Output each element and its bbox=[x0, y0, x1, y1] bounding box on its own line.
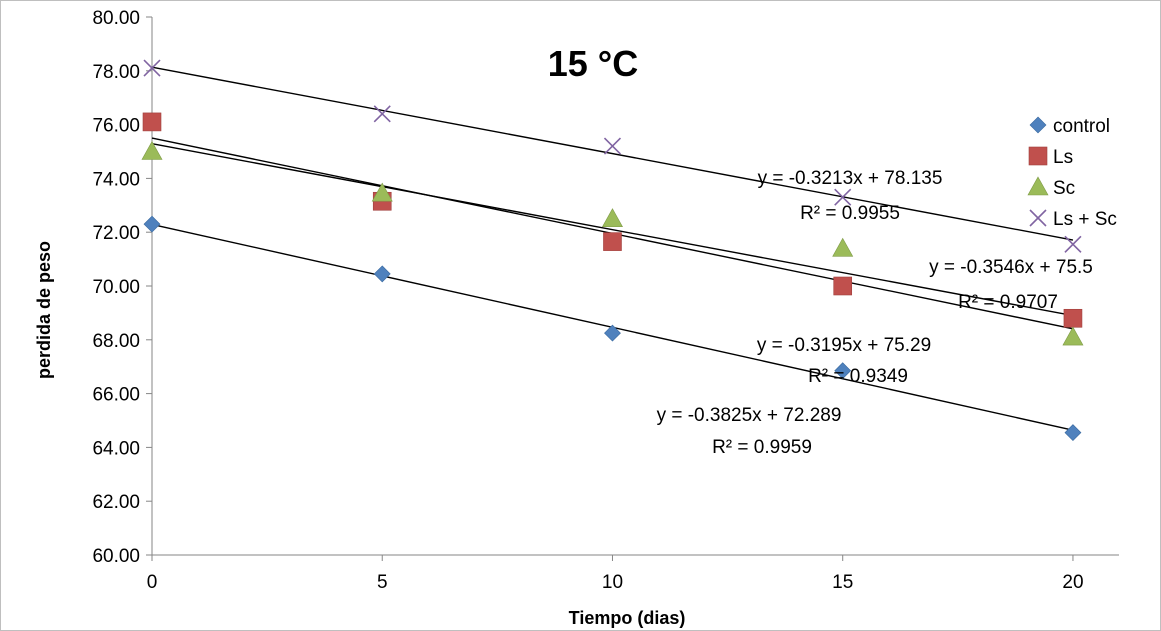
trend-r2-control: R² = 0.9959 bbox=[712, 437, 812, 458]
y-tick-label: 70.00 bbox=[92, 277, 140, 298]
data-point-ls bbox=[1063, 308, 1083, 328]
y-tick-label: 74.00 bbox=[92, 169, 140, 190]
legend-label-sc: Sc bbox=[1053, 178, 1075, 199]
data-point-ls-sc-stroke bbox=[373, 105, 391, 123]
trend-equation-sc: y = -0.3546x + 75.5 bbox=[929, 257, 1093, 278]
y-tick-label: 60.00 bbox=[92, 546, 140, 567]
data-point-ls-sc-stroke bbox=[603, 137, 622, 155]
legend-marker-control bbox=[1029, 116, 1047, 134]
data-point-ls-sc-stroke bbox=[143, 59, 161, 77]
y-tick-label: 76.00 bbox=[92, 116, 140, 137]
x-tick-label: 15 bbox=[832, 572, 853, 593]
trendline-ls-sc bbox=[151, 66, 1074, 241]
y-tick-label: 80.00 bbox=[92, 8, 140, 29]
y-tick-label: 72.00 bbox=[92, 223, 140, 244]
legend-label-ls: Ls bbox=[1053, 147, 1073, 168]
data-points-group bbox=[141, 59, 1084, 442]
data-point-ls bbox=[142, 112, 162, 132]
data-point-control bbox=[834, 362, 852, 380]
trend-equation-ls-sc: y = -0.3213x + 78.135 bbox=[758, 168, 943, 189]
data-point-sc bbox=[371, 182, 393, 202]
trend-r2-ls-sc: R² = 0.9955 bbox=[800, 203, 900, 224]
data-point-control bbox=[143, 215, 161, 233]
trend-equation-ls: y = -0.3195x + 75.29 bbox=[757, 335, 931, 356]
x-tick-label: 20 bbox=[1062, 572, 1083, 593]
legend-label-ls-sc: Ls + Sc bbox=[1053, 209, 1117, 230]
chart-title: 15 °C bbox=[548, 43, 638, 84]
data-point-sc bbox=[832, 237, 854, 257]
data-point-ls-sc bbox=[603, 137, 622, 155]
trend-r2-sc: R² = 0.9707 bbox=[958, 292, 1058, 313]
data-point-control bbox=[373, 265, 391, 283]
y-tick-label: 62.00 bbox=[92, 492, 140, 513]
x-tick-label: 10 bbox=[602, 572, 623, 593]
axes-group: 60.00 62.00 64.00 66.00 68.00 70.00 72.00 74.00… bbox=[92, 8, 1119, 593]
legend-marker-ls-sc bbox=[1029, 209, 1047, 227]
data-point-control bbox=[604, 324, 621, 342]
data-point-ls-sc bbox=[834, 188, 852, 206]
legend-label-control: control bbox=[1053, 116, 1110, 137]
legend-marker-ls-sc-stroke bbox=[1029, 209, 1047, 227]
legend: control Ls Sc Ls + Sc bbox=[1027, 116, 1117, 230]
x-tick-label: 5 bbox=[377, 572, 388, 593]
legend-marker-ls bbox=[1028, 146, 1048, 166]
x-tick-label: 0 bbox=[147, 572, 158, 593]
trend-equation-control: y = -0.3825x + 72.289 bbox=[657, 405, 842, 426]
data-point-sc bbox=[1062, 326, 1084, 346]
data-point-ls bbox=[833, 276, 853, 296]
data-point-ls bbox=[603, 232, 622, 251]
data-point-sc bbox=[141, 140, 163, 160]
data-point-ls-sc bbox=[1064, 235, 1082, 253]
equation-labels-group: y = -0.3825x + 72.289 R² = 0.9959 y = -0.3… bbox=[657, 168, 1093, 458]
trend-r2-ls: R² = 0.9349 bbox=[808, 366, 908, 387]
y-tick-label: 78.00 bbox=[92, 62, 140, 83]
data-point-ls-sc bbox=[373, 105, 391, 123]
data-point-ls-sc-stroke bbox=[834, 188, 852, 206]
data-point-control bbox=[1064, 424, 1082, 442]
trendline-ls bbox=[151, 143, 1074, 317]
y-tick-label: 66.00 bbox=[92, 385, 140, 406]
y-tick-label: 68.00 bbox=[92, 331, 140, 352]
data-point-sc bbox=[601, 208, 623, 228]
x-axis-title: Tiempo (dias) bbox=[569, 608, 686, 628]
data-point-ls-sc bbox=[143, 59, 161, 77]
data-point-ls-sc-stroke bbox=[1064, 235, 1082, 253]
y-axis-title: perdida de peso bbox=[34, 241, 54, 379]
legend-marker-sc bbox=[1027, 176, 1049, 196]
y-tick-label: 64.00 bbox=[92, 438, 140, 459]
